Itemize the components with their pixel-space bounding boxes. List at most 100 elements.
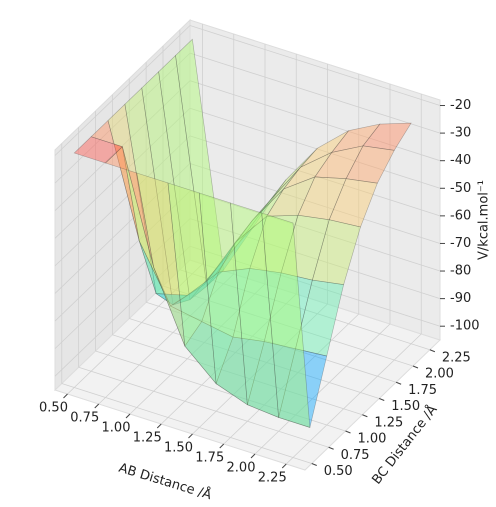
surface-patch	[167, 182, 217, 385]
surface-patch	[345, 145, 395, 184]
grid-line	[129, 318, 380, 399]
grid-line	[54, 25, 191, 156]
grid-line	[189, 52, 441, 134]
grid-line	[189, 163, 441, 244]
surface-patch	[266, 176, 316, 217]
grid-line	[189, 80, 441, 162]
x-tick	[125, 413, 131, 419]
surface-patch	[107, 103, 157, 294]
surface-patch	[104, 146, 154, 268]
surface-patch	[155, 284, 205, 306]
grid-line	[189, 245, 441, 327]
surface-patch	[198, 192, 248, 406]
surface-patch	[247, 341, 296, 418]
grid-line	[189, 107, 441, 189]
y-tick	[345, 430, 351, 434]
y-tick-label: 1.75	[408, 383, 437, 398]
surface-patch	[328, 178, 378, 228]
surface-patch	[362, 122, 412, 151]
surface-patch	[278, 348, 328, 428]
surface-patch	[175, 38, 224, 287]
surface-patch	[249, 214, 299, 274]
grid-line	[112, 334, 363, 416]
surface-patch	[73, 136, 123, 164]
surface-patch	[311, 219, 361, 285]
grid-line	[146, 301, 397, 383]
panes	[54, 18, 445, 471]
x-tick	[156, 423, 162, 429]
surface-patch	[153, 266, 203, 347]
grid-line	[54, 190, 191, 322]
surface-patch	[90, 119, 140, 241]
grid-line	[95, 350, 346, 432]
left-pane	[54, 18, 191, 392]
surface-patch	[204, 220, 253, 285]
x-tick-label: 1.50	[164, 441, 193, 456]
y-tick-label: 0.50	[324, 464, 353, 479]
surface-patch	[280, 214, 330, 281]
surface-patch	[252, 167, 301, 221]
grid-line	[54, 80, 191, 211]
z-tick-label: -20	[450, 98, 471, 113]
x-tick-label: 0.75	[70, 411, 99, 426]
grid-line	[54, 52, 191, 184]
grid-line	[223, 313, 360, 445]
surface-patch	[189, 243, 239, 300]
grid-line	[160, 293, 297, 425]
surface-patch	[263, 272, 313, 350]
z-tick-label: -60	[450, 208, 471, 223]
y-tick-label: 1.25	[374, 415, 403, 430]
x-tick	[281, 463, 287, 469]
x-tick-label: 1.75	[195, 451, 224, 466]
surface-patch	[300, 130, 349, 168]
y-tick	[311, 463, 317, 466]
x-tick-label: 0.50	[39, 401, 68, 416]
z-tick-label: -40	[450, 153, 471, 168]
y-tick	[395, 381, 402, 385]
y-tick	[412, 365, 419, 369]
grid-line	[54, 245, 191, 377]
grid-line	[189, 218, 441, 300]
grid-line	[78, 366, 329, 448]
surface-patch	[206, 224, 256, 287]
surface-patch	[124, 87, 174, 306]
surface-patch	[158, 54, 208, 301]
x-tick	[188, 433, 193, 439]
grid-line	[98, 273, 235, 405]
surface-patch	[230, 202, 279, 418]
x-tick-label: 1.25	[133, 431, 162, 446]
x-tick-label: 2.00	[227, 461, 256, 476]
z-tick-label: -70	[450, 236, 471, 251]
surface-patch	[201, 268, 251, 338]
x-tick	[94, 403, 100, 409]
z-tick-label: -90	[450, 291, 471, 306]
grid-line	[192, 303, 328, 435]
surface-patch	[297, 176, 347, 221]
x-tick	[219, 443, 225, 449]
grid-line	[162, 285, 414, 367]
surface-patch	[187, 241, 236, 296]
surface-patch	[122, 146, 171, 307]
surface-patch	[282, 151, 333, 190]
surface-patch	[136, 172, 186, 347]
surface-patch	[218, 215, 268, 273]
z-axis-label: V/kcal.mol⁻¹	[477, 180, 492, 260]
z-tick-label: -30	[450, 126, 471, 141]
x-tick	[63, 393, 68, 399]
grid-line	[67, 263, 203, 395]
surface-patch	[220, 201, 270, 264]
grid-line	[54, 163, 191, 294]
surface-patch	[172, 262, 222, 306]
y-tick	[328, 446, 334, 450]
y-tick-label: 0.75	[341, 448, 370, 463]
grid-line	[254, 323, 391, 455]
x-tick-label: 2.25	[258, 471, 287, 486]
surface-patch	[314, 145, 364, 179]
grid-line	[54, 135, 191, 267]
y-tick	[429, 349, 436, 353]
surface-patch	[295, 279, 344, 357]
surface-patch	[269, 148, 318, 202]
grid-line	[61, 383, 312, 464]
y-tick-label: 2.00	[425, 367, 454, 382]
